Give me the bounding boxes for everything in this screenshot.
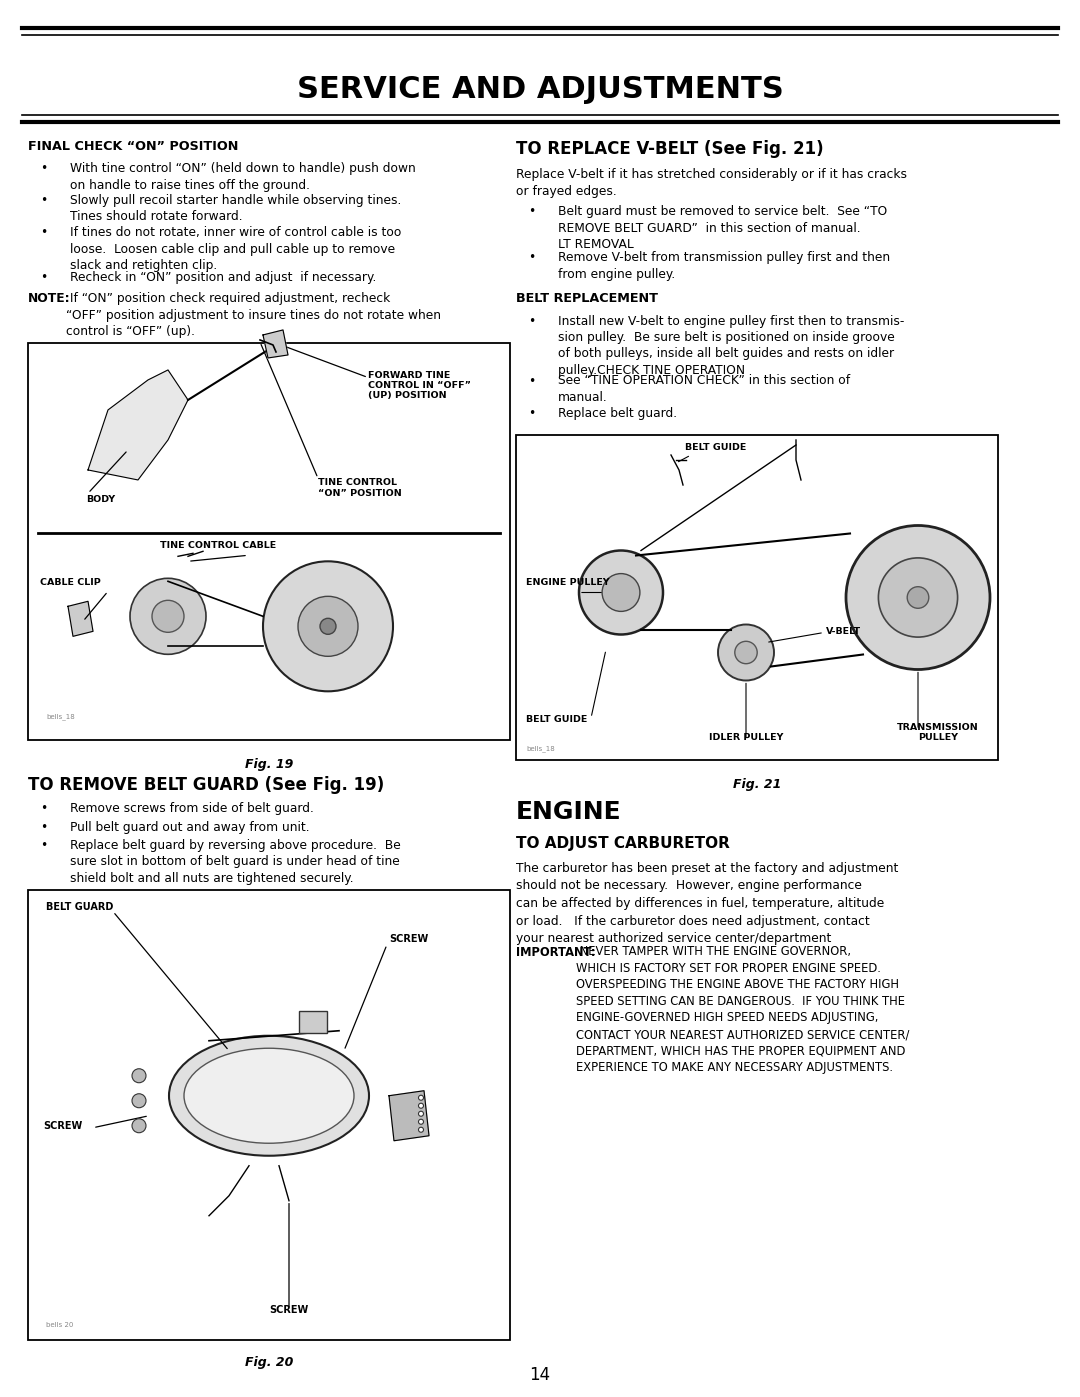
Circle shape [419, 1127, 423, 1132]
Bar [28, 890, 510, 1340]
Text: Replace V-belt if it has stretched considerably or if it has cracks
or frayed ed: Replace V-belt if it has stretched consi… [516, 168, 907, 197]
Text: Install new V-belt to engine pulley first then to transmis-
sion pulley.  Be sur: Install new V-belt to engine pulley firs… [558, 314, 904, 377]
Text: •: • [40, 802, 48, 814]
Circle shape [298, 597, 357, 657]
Text: •: • [528, 374, 536, 387]
Text: Fig. 21: Fig. 21 [733, 778, 781, 791]
Text: CABLE CLIP: CABLE CLIP [40, 578, 100, 587]
Polygon shape [68, 601, 93, 636]
Text: If tines do not rotate, inner wire of control cable is too
loose.  Loosen cable : If tines do not rotate, inner wire of co… [70, 226, 402, 272]
Text: 14: 14 [529, 1366, 551, 1384]
Text: Slowly pull recoil starter handle while observing tines.
Tines should rotate for: Slowly pull recoil starter handle while … [70, 194, 402, 224]
Text: BODY: BODY [86, 496, 116, 504]
Text: With tine control “ON” (held down to handle) push down
on handle to raise tines : With tine control “ON” (held down to han… [70, 162, 416, 191]
Polygon shape [87, 370, 188, 481]
Text: Replace belt guard by reversing above procedure.  Be
sure slot in bottom of belt: Replace belt guard by reversing above pr… [70, 840, 401, 886]
Circle shape [264, 562, 393, 692]
Text: SCREW: SCREW [389, 935, 429, 944]
Text: •: • [40, 271, 48, 285]
Ellipse shape [184, 1048, 354, 1143]
Text: BELT GUIDE: BELT GUIDE [526, 715, 588, 724]
Text: •: • [528, 205, 536, 218]
Text: NEVER TAMPER WITH THE ENGINE GOVERNOR,
WHICH IS FACTORY SET FOR PROPER ENGINE SP: NEVER TAMPER WITH THE ENGINE GOVERNOR, W… [576, 946, 909, 1074]
Text: SCREW: SCREW [269, 1305, 309, 1315]
Text: bells_18: bells_18 [526, 745, 555, 752]
Text: •: • [40, 820, 48, 834]
Circle shape [734, 641, 757, 664]
Circle shape [132, 1094, 146, 1108]
Circle shape [130, 578, 206, 654]
Text: •: • [40, 840, 48, 852]
Circle shape [602, 574, 639, 612]
Text: •: • [40, 162, 48, 175]
Text: Remove screws from side of belt guard.: Remove screws from side of belt guard. [70, 802, 314, 814]
Text: TINE CONTROL
“ON” POSITION: TINE CONTROL “ON” POSITION [318, 478, 402, 497]
Ellipse shape [168, 1035, 369, 1155]
Text: If “ON” position check required adjustment, recheck
“OFF” position adjustment to: If “ON” position check required adjustme… [66, 292, 441, 338]
Text: SERVICE AND ADJUSTMENTS: SERVICE AND ADJUSTMENTS [297, 75, 783, 105]
Bar [299, 1011, 327, 1032]
Circle shape [419, 1119, 423, 1125]
Text: ENGINE PULLEY: ENGINE PULLEY [526, 578, 609, 587]
Text: See “TINE OPERATION CHECK” in this section of
manual.: See “TINE OPERATION CHECK” in this secti… [558, 374, 850, 404]
Text: Remove V-belt from transmission pulley first and then
from engine pulley.: Remove V-belt from transmission pulley f… [558, 251, 890, 281]
Text: Belt guard must be removed to service belt.  See “TO
REMOVE BELT GUARD”  in this: Belt guard must be removed to service be… [558, 205, 888, 251]
Text: TO REPLACE V-BELT (See Fig. 21): TO REPLACE V-BELT (See Fig. 21) [516, 140, 824, 158]
Text: •: • [528, 314, 536, 327]
Text: •: • [528, 408, 536, 420]
Circle shape [419, 1095, 423, 1101]
Circle shape [152, 601, 184, 633]
Text: Pull belt guard out and away from unit.: Pull belt guard out and away from unit. [70, 820, 310, 834]
Text: Replace belt guard.: Replace belt guard. [558, 408, 677, 420]
Circle shape [419, 1104, 423, 1108]
Polygon shape [389, 1091, 429, 1141]
Text: FINAL CHECK “ON” POSITION: FINAL CHECK “ON” POSITION [28, 140, 239, 154]
Text: IDLER PULLEY: IDLER PULLEY [708, 733, 783, 742]
Text: Fig. 19: Fig. 19 [245, 759, 293, 771]
Text: Recheck in “ON” position and adjust  if necessary.: Recheck in “ON” position and adjust if n… [70, 271, 376, 285]
Circle shape [132, 1119, 146, 1133]
Circle shape [579, 550, 663, 634]
Circle shape [132, 1069, 146, 1083]
Text: TINE CONTROL CABLE: TINE CONTROL CABLE [160, 541, 276, 550]
Text: FORWARD TINE
CONTROL IN “OFF”
(UP) POSITION: FORWARD TINE CONTROL IN “OFF” (UP) POSIT… [368, 370, 471, 401]
Text: bells_18: bells_18 [46, 714, 75, 719]
Circle shape [419, 1111, 423, 1116]
Bar [28, 342, 510, 740]
Text: IMPORTANT:: IMPORTANT: [516, 946, 595, 958]
Text: •: • [40, 194, 48, 207]
Text: The carburetor has been preset at the factory and adjustment
should not be neces: The carburetor has been preset at the fa… [516, 862, 899, 944]
Bar [516, 434, 998, 760]
Circle shape [846, 525, 990, 669]
Text: NOTE:: NOTE: [28, 292, 70, 305]
Text: BELT REPLACEMENT: BELT REPLACEMENT [516, 292, 658, 306]
Text: SCREW: SCREW [43, 1120, 82, 1130]
Text: TRANSMISSION
PULLEY: TRANSMISSION PULLEY [897, 722, 978, 742]
Circle shape [320, 619, 336, 634]
Text: TO REMOVE BELT GUARD (See Fig. 19): TO REMOVE BELT GUARD (See Fig. 19) [28, 775, 384, 793]
Text: •: • [528, 251, 536, 264]
Circle shape [907, 587, 929, 608]
Text: •: • [40, 226, 48, 239]
Text: BELT GUIDE: BELT GUIDE [686, 443, 746, 453]
Text: ENGINE: ENGINE [516, 800, 622, 824]
Text: bells 20: bells 20 [46, 1322, 73, 1329]
Text: BELT GUARD: BELT GUARD [46, 901, 113, 911]
Polygon shape [264, 330, 288, 358]
Circle shape [878, 557, 958, 637]
Text: Fig. 20: Fig. 20 [245, 1356, 293, 1369]
Text: TO ADJUST CARBURETOR: TO ADJUST CARBURETOR [516, 835, 730, 851]
Circle shape [718, 624, 774, 680]
Text: V-BELT: V-BELT [826, 627, 861, 637]
